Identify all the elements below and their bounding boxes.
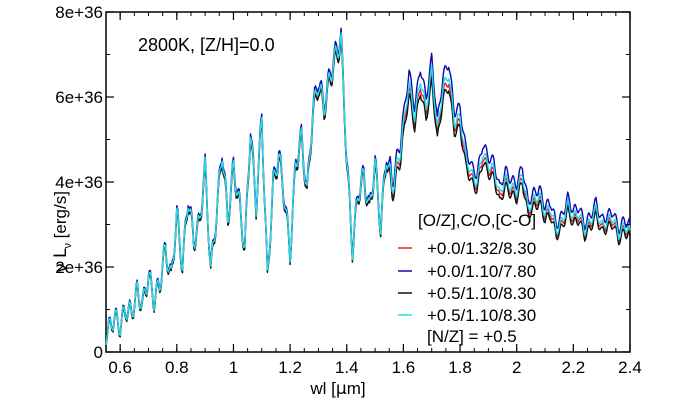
series-line-2 — [105, 27, 631, 345]
series-lines — [105, 27, 631, 347]
x-tick-label: 2 — [512, 358, 521, 377]
x-tick-label: 1.2 — [278, 358, 302, 377]
plot-frame — [105, 11, 631, 353]
legend-entry: +0.0/1.32/8.30 — [427, 239, 536, 258]
y-tick-label: 6e+36 — [55, 88, 103, 107]
series-line-3 — [105, 37, 631, 347]
legend-entry-sub: [N/Z] = +0.5 — [427, 327, 517, 346]
x-tick-label: 1.8 — [448, 358, 472, 377]
x-tick-label: 1.4 — [335, 358, 359, 377]
legend: [O/Z],C/O,[C-O] +0.0/1.32/8.30 +0.0/1.10/7… — [398, 211, 536, 346]
x-tick-label: 1 — [229, 358, 238, 377]
y-tick-label: 4e+36 — [55, 173, 103, 192]
legend-entry: +0.5/1.10/8.30 — [427, 284, 536, 303]
series-line-4 — [105, 32, 631, 346]
y-tick-label: 0 — [94, 343, 103, 362]
y-tick-label: 2e+36 — [55, 258, 103, 277]
axis-ticks: 0.6 0.8 1 1.2 1.4 1.6 1.8 2 2.2 2.4 0 2e+36 4e+36 6e+… — [55, 3, 642, 377]
x-tick-label: 2.2 — [562, 358, 586, 377]
annotation-label: 2800K, [Z/H]=0.0 — [138, 35, 275, 55]
legend-entry: +0.0/1.10/7.80 — [427, 262, 536, 281]
legend-title: [O/Z],C/O,[C-O] — [418, 211, 536, 230]
legend-entry: +0.5/1.10/8.30 — [427, 306, 536, 325]
x-tick-label: 2.4 — [618, 358, 642, 377]
x-axis-label: wl [μm] — [309, 379, 365, 399]
x-tick-label: 0.8 — [165, 358, 189, 377]
x-tick-label: 0.6 — [108, 358, 132, 377]
y-tick-label: 8e+36 — [55, 3, 103, 22]
plot-border — [105, 11, 631, 353]
y-axis-label: ν Lν [erg/s] — [51, 191, 74, 273]
x-tick-label: 1.6 — [392, 358, 416, 377]
series-line-1 — [105, 34, 631, 346]
